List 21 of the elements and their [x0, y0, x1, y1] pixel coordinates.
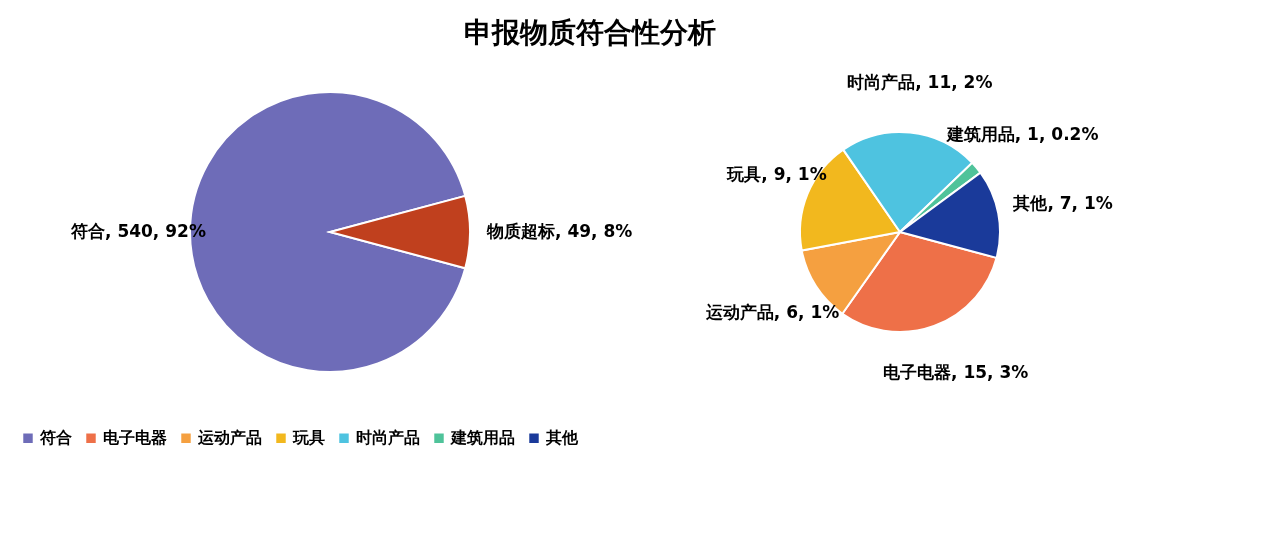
legend-label: 运动产品 — [197, 428, 262, 448]
slice-label: 时尚产品 — [847, 71, 916, 92]
slice-label: 电子电器 — [883, 362, 952, 383]
legend-label: 玩具 — [292, 428, 325, 448]
data-label: , 11, 2% — [915, 71, 993, 92]
data-label: , 7, 1% — [1047, 193, 1113, 214]
data-label: , 1, 0.2% — [1014, 124, 1099, 145]
slice-label: 建筑用品 — [944, 124, 1015, 145]
legend-label: 时尚产品 — [356, 428, 420, 448]
slice-label: 物质超标 — [486, 221, 555, 242]
legend-label: 电子电器 — [103, 428, 167, 448]
slice-label: 符合 — [70, 220, 105, 241]
slice-label: 玩具 — [726, 163, 762, 184]
legend-label: 其他 — [545, 428, 579, 448]
slice-label: 运动产品 — [704, 302, 774, 323]
data-label: , 49, 8% — [555, 221, 633, 242]
chart-title: 申报物质符合性分析 — [464, 16, 716, 49]
legend-label: 符合 — [39, 428, 72, 448]
legend-label: 建筑用品 — [449, 428, 515, 448]
data-label: , 15, 3% — [951, 362, 1029, 383]
data-label: , 6, 1% — [773, 302, 840, 323]
